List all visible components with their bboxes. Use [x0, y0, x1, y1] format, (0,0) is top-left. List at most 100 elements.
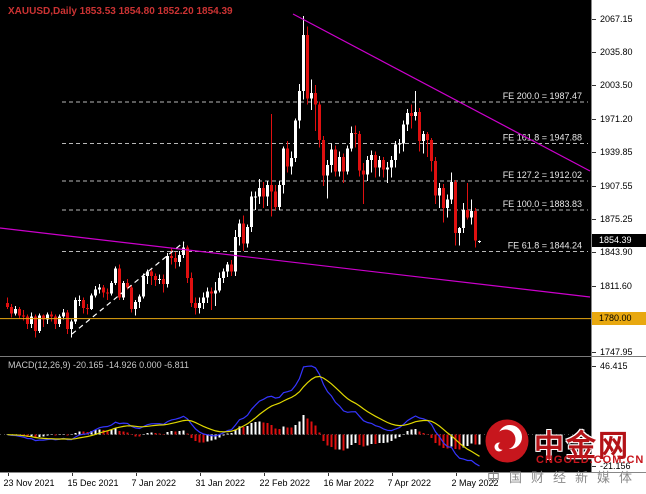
- macd-histogram-bar: [250, 423, 253, 435]
- macd-histogram-bar: [310, 421, 313, 435]
- candle-body: [114, 268, 117, 284]
- macd-histogram-bar: [226, 433, 229, 435]
- candle-body: [398, 143, 401, 145]
- macd-histogram-bar: [174, 431, 177, 435]
- candle-body: [246, 226, 249, 244]
- candle-body: [54, 316, 57, 324]
- candle-body: [290, 157, 293, 167]
- macd-line: [7, 365, 480, 467]
- macd-histogram-bar: [122, 431, 125, 435]
- macd-histogram-bar: [346, 434, 349, 449]
- macd-histogram-bar: [202, 434, 205, 443]
- candle-body: [430, 140, 433, 162]
- candle-body: [70, 321, 73, 329]
- macd-histogram-bar: [398, 434, 401, 437]
- price-axis[interactable]: 1854.39 1780.00 2067.15 2035.80 2003.50 197…: [591, 0, 646, 472]
- macd-histogram-bar: [166, 432, 169, 435]
- price-chart-canvas[interactable]: FE 200.0 = 1987.47 FE 161.8 = 1947.88 FE 1…: [0, 0, 591, 472]
- candle-body: [182, 247, 185, 255]
- candle-body: [478, 240, 481, 242]
- price-tick-label: 1811.60: [600, 280, 632, 291]
- macd-histogram-bar: [198, 434, 201, 443]
- price-tick-mark: [592, 19, 596, 20]
- candle-body: [134, 301, 137, 310]
- macd-histogram-bar: [46, 434, 49, 436]
- candle-body: [322, 140, 325, 176]
- price-tick-label: 1907.55: [600, 180, 633, 191]
- macd-histogram-bar: [146, 433, 149, 435]
- time-axis[interactable]: 23 Nov 2021 15 Dec 2021 7 Jan 2022 31 Jan 2…: [0, 472, 646, 494]
- macd-histogram-bar: [466, 434, 469, 446]
- candle-body: [278, 185, 281, 207]
- macd-histogram-bar: [170, 431, 173, 435]
- macd-histogram-bar: [314, 425, 317, 435]
- candle-body: [166, 255, 169, 285]
- macd-histogram-bar: [474, 434, 477, 445]
- price-tick-mark: [592, 251, 596, 253]
- macd-histogram-bar: [354, 434, 357, 444]
- macd-histogram-bar: [470, 434, 473, 444]
- candle-body: [454, 181, 457, 234]
- macd-histogram-bar: [462, 434, 465, 448]
- main-overlay-layer: FE 200.0 = 1987.47 FE 161.8 = 1947.88 FE 1…: [0, 13, 591, 335]
- candle-body: [10, 307, 13, 314]
- candle-body: [186, 247, 189, 278]
- macd-histogram-bar: [290, 427, 293, 435]
- macd-histogram-bar: [106, 430, 109, 435]
- macd-histogram-bar: [318, 432, 321, 435]
- candle-body: [362, 170, 365, 175]
- candle-body: [102, 287, 105, 293]
- candle-body: [306, 34, 309, 99]
- macd-histogram-bar: [298, 421, 301, 435]
- candle-body: [50, 314, 53, 317]
- macd-histogram-bar: [210, 434, 213, 441]
- macd-histogram-bar: [442, 434, 445, 449]
- candle-body: [354, 132, 357, 134]
- candle-body: [382, 159, 385, 170]
- candle-body: [38, 315, 41, 332]
- candle-body: [206, 291, 209, 298]
- price-tick-label: 2035.80: [600, 46, 633, 57]
- macd-histogram-bar: [118, 431, 121, 435]
- candle-body: [414, 112, 417, 117]
- support-level-tag: 1780.00: [592, 311, 646, 325]
- macd-histogram-bar: [438, 434, 441, 446]
- descending-support-trendline: [0, 227, 591, 298]
- macd-histogram-bar: [178, 431, 181, 435]
- macd-histogram-bar: [82, 431, 85, 435]
- macd-histogram-bar: [110, 430, 113, 435]
- candle-body: [458, 227, 461, 234]
- time-axis-tick: [71, 473, 73, 476]
- macd-tick-mark: [592, 366, 596, 367]
- candle-body: [94, 289, 97, 296]
- macd-histogram-bar: [142, 434, 145, 436]
- candle-body: [350, 132, 353, 149]
- candle-body: [262, 188, 265, 197]
- brand-name: 中金网: [534, 430, 630, 463]
- candle-body: [146, 271, 149, 276]
- macd-histogram-bar: [434, 434, 437, 444]
- cngold-watermark: 中金网 CNGOLD.COM.CN: [484, 416, 646, 476]
- macd-histogram-bar: [366, 434, 369, 446]
- macd-histogram-bar: [302, 414, 305, 435]
- macd-histogram-bar: [214, 434, 217, 440]
- descending-resistance-trendline: [292, 13, 591, 172]
- candle-body: [298, 91, 301, 121]
- macd-histogram-bar: [414, 428, 417, 435]
- candle-body: [234, 237, 237, 272]
- fib-level-label: FE 61.8 = 1844.24: [508, 241, 582, 251]
- candle-body: [470, 211, 473, 218]
- macd-histogram-bar: [62, 434, 65, 435]
- macd-indicator-readout: MACD(12,26,9) -20.165 -14.926 0.000 -6.8…: [8, 360, 189, 370]
- macd-histogram-bar: [406, 430, 409, 435]
- candle-body: [30, 316, 33, 324]
- macd-histogram-bar: [418, 431, 421, 435]
- macd-histogram-bar: [430, 434, 433, 438]
- macd-histogram-bar: [350, 434, 353, 446]
- macd-histogram-bar: [378, 434, 381, 444]
- candle-body: [294, 120, 297, 158]
- time-axis-tick: [263, 473, 265, 476]
- macd-histogram-bar: [242, 426, 245, 435]
- current-price-tag: 1854.39: [592, 233, 646, 247]
